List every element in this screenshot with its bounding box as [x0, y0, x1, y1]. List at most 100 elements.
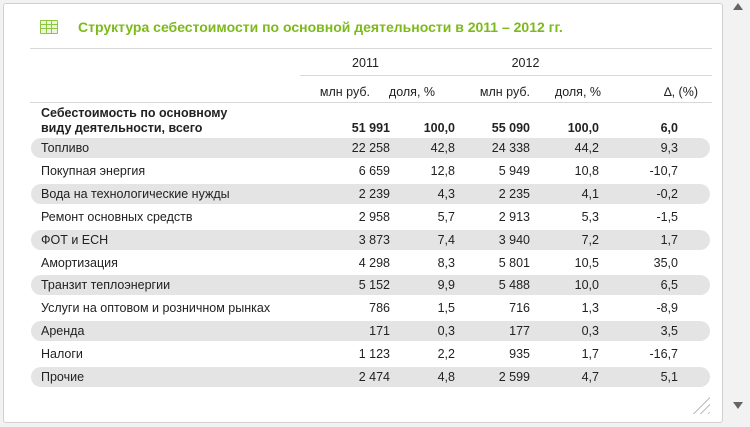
col-header-share-2011: доля, % [388, 85, 435, 99]
table-icon [40, 20, 58, 34]
value-2012: 5 801 [498, 255, 530, 270]
value-2012: 3 940 [498, 232, 530, 247]
table-title: Структура себестоимости по основной деят… [78, 19, 563, 35]
year-2011-header: 2011 [352, 56, 379, 70]
share-2011: 0,3 [437, 324, 455, 339]
share-2012: 1,3 [581, 301, 599, 316]
share-2011: 7,4 [437, 232, 455, 247]
divider [30, 48, 712, 49]
share-2011: 8,3 [437, 255, 455, 270]
row-label: Прочие [41, 370, 85, 384]
value-2011: 786 [369, 301, 390, 316]
row-label: Вода на технологические нужды [41, 186, 230, 201]
share-2011: 4,8 [437, 370, 455, 384]
share-2011: 9,9 [437, 278, 455, 293]
value-2012: 2 235 [498, 186, 530, 201]
delta: -0,2 [656, 186, 678, 201]
scrollbar[interactable] [729, 0, 747, 427]
share-2011: 4,3 [437, 186, 455, 201]
share-2011: 1,5 [437, 301, 455, 316]
delta: -16,7 [649, 347, 679, 362]
table-row: Амортизация 4 298 8,3 5 801 10,5 35,0 [31, 253, 710, 273]
row-label: ФОТ и ЕСН [41, 232, 109, 247]
col-header-share-2012: доля, % [554, 85, 601, 99]
row-label: Амортизация [41, 255, 118, 270]
year-2012-header: 2012 [511, 56, 540, 70]
delta: -10,7 [649, 163, 679, 178]
col-header-rub-2011: млн руб. [319, 85, 370, 99]
table-row: Топливо 22 258 42,8 24 338 44,2 9,3 [31, 138, 710, 158]
value-2012: 935 [509, 347, 530, 362]
value-2012: 5 488 [498, 278, 530, 293]
share-2012: 7,2 [581, 232, 599, 247]
value-2011: 22 258 [351, 141, 390, 155]
divider [300, 75, 712, 76]
table-row: Ремонт основных средств 2 958 5,7 2 913 5,3 -… [31, 207, 710, 227]
scroll-down-arrow-icon[interactable] [733, 402, 743, 409]
value-2012: 24 338 [491, 141, 530, 155]
share-2011: 12,8 [430, 163, 455, 178]
share-2012: 4,7 [581, 370, 599, 384]
col-header-delta: ∆, (%) [663, 85, 698, 99]
value-2012: 5 949 [498, 163, 530, 178]
value-2011: 2 474 [358, 370, 390, 384]
value-2012: 2 599 [498, 370, 530, 384]
share-2012: 4,1 [581, 186, 599, 201]
value-2012: 177 [509, 324, 530, 339]
row-label: Топливо [41, 141, 90, 155]
delta: -8,9 [656, 301, 678, 316]
value-2012: 2 913 [498, 209, 530, 224]
row-label: Аренда [41, 324, 85, 339]
total-share-2011: 100,0 [423, 121, 455, 135]
table-row: Прочие 2 474 4,8 2 599 4,7 5,1 [31, 367, 710, 387]
table-row: Услуги на оптовом и розничном рынках 786 1… [31, 298, 710, 318]
row-label: Услуги на оптовом и розничном рынках [41, 301, 271, 316]
value-2011: 2 958 [358, 209, 390, 224]
table-row: Вода на технологические нужды 2 239 4,3 2 2… [31, 183, 710, 204]
delta: 1,7 [660, 232, 678, 247]
delta: 5,1 [660, 370, 678, 384]
total-row: Себестоимость по основному виду деятельн… [31, 105, 710, 139]
total-delta: 6,0 [660, 121, 678, 135]
share-2011: 42,8 [430, 141, 455, 155]
table-row: ФОТ и ЕСН 3 873 7,4 3 940 7,2 1,7 [31, 229, 710, 250]
delta: 6,5 [660, 278, 678, 293]
table-row: Транзит теплоэнергии 5 152 9,9 5 488 10,0 6,5 [31, 275, 710, 296]
share-2012: 10,8 [574, 163, 599, 178]
share-2011: 5,7 [437, 209, 455, 224]
total-share-2012: 100,0 [567, 121, 599, 135]
value-2011: 5 152 [358, 278, 390, 293]
share-2012: 10,0 [574, 278, 599, 293]
resize-grip-icon[interactable] [688, 392, 710, 414]
table-row: Покупная энергия 6 659 12,8 5 949 10,8 -10,7 [31, 161, 710, 181]
value-2011: 6 659 [358, 163, 390, 178]
share-2012: 0,3 [581, 324, 599, 339]
delta: -1,5 [656, 209, 678, 224]
share-2012: 10,5 [574, 255, 599, 270]
table-panel: Структура себестоимости по основной деят… [3, 3, 723, 423]
value-2011: 3 873 [358, 232, 390, 247]
value-2011: 1 123 [358, 347, 390, 362]
value-2011: 171 [369, 324, 390, 339]
row-label: Покупная энергия [41, 163, 146, 178]
delta: 3,5 [660, 324, 678, 339]
table-row: Аренда 171 0,3 177 0,3 3,5 [31, 321, 710, 342]
total-value-2011: 51 991 [351, 121, 390, 135]
share-2011: 2,2 [437, 347, 455, 362]
value-2011: 2 239 [358, 186, 390, 201]
table-row: Налоги 1 123 2,2 935 1,7 -16,7 [31, 344, 710, 364]
table-header: Структура себестоимости по основной деят… [40, 17, 563, 37]
value-2011: 4 298 [358, 255, 390, 270]
share-2012: 1,7 [581, 347, 599, 362]
col-header-rub-2012: млн руб. [479, 85, 530, 99]
total-label-line1: Себестоимость по основному [41, 106, 228, 120]
share-2012: 44,2 [574, 141, 599, 155]
row-label: Налоги [41, 347, 83, 362]
value-2012: 716 [509, 301, 530, 316]
divider [30, 102, 712, 103]
total-value-2012: 55 090 [491, 121, 530, 135]
share-2012: 5,3 [581, 209, 599, 224]
row-label: Транзит теплоэнергии [41, 278, 171, 293]
delta: 9,3 [660, 141, 678, 155]
scroll-up-arrow-icon[interactable] [733, 3, 743, 10]
